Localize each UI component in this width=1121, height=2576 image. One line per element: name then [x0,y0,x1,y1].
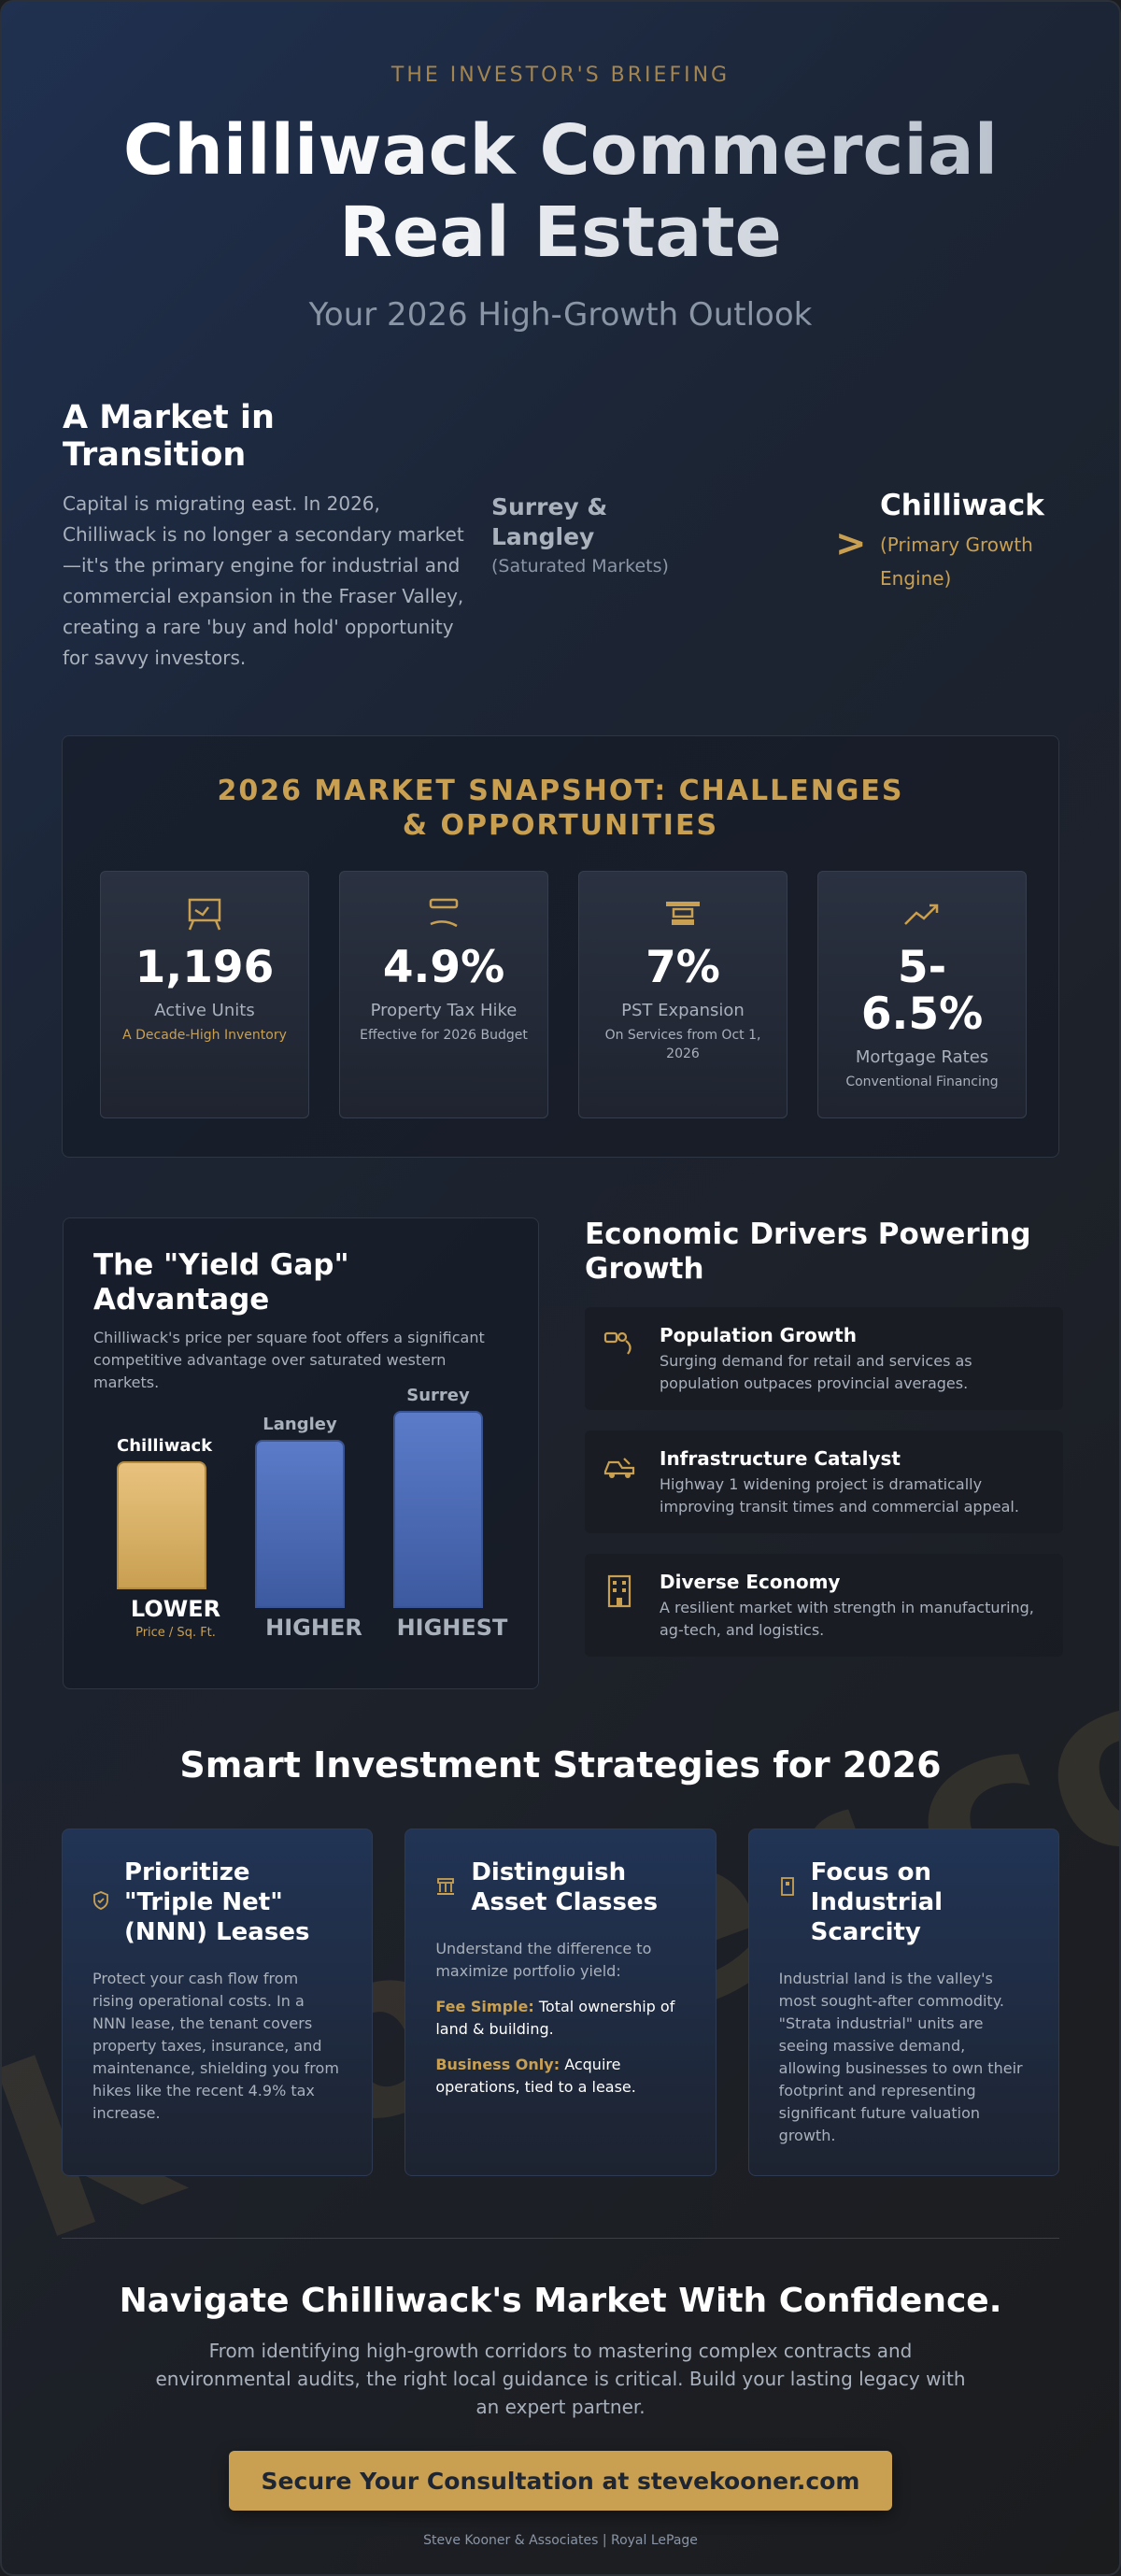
strategy-cards: Prioritize "Triple Net" (NNN) Leases Pro… [62,1829,1059,2176]
yield-and-drivers-section: The "Yield Gap" Advantage Chilliwack's p… [2,1217,1119,1703]
asset-class-fee-simple: Fee Simple: Total ownership of land & bu… [435,1998,675,2038]
market-transition-section: A Market in Transition Capital is migrat… [2,399,1119,707]
population-icon [603,1331,631,1355]
stat-sub: On Services from Oct 1, 2026 [604,1028,761,1061]
yield-bar-chart: Chilliwack Langley Surrey LOWER Price / … [64,1218,540,1690]
bar-langley: Langley [255,1415,345,1608]
driver-population: Population Growth Surging demand for ret… [585,1307,1063,1410]
bar-label: Surrey [406,1386,470,1405]
bar-label: Langley [263,1415,337,1434]
driver-desc: Surging demand for retail and services a… [660,1352,972,1392]
yield-gap-panel: The "Yield Gap" Advantage Chilliwack's p… [63,1217,539,1689]
snapshot-title: 2026 MARKET SNAPSHOT: CHALLENGES & OPPOR… [217,775,904,842]
bar-level-lower: LOWER [130,1596,221,1622]
driver-desc: A resilient market with strength in manu… [660,1599,1034,1639]
driver-name: Population Growth [660,1324,857,1346]
stat-value: 7% [646,942,720,993]
stat-label: PST Expansion [621,1001,745,1020]
truck-icon [603,1458,635,1478]
strategy-name: Focus on Industrial Scarcity [810,1858,944,1946]
arrow-right-icon: > [835,522,867,565]
driver-name: Infrastructure Catalyst [660,1447,901,1470]
market-snapshot-panel: 2026 MARKET SNAPSHOT: CHALLENGES & OPPOR… [62,735,1059,1158]
asset-class-business-only: Business Only: Acquire operations, tied … [435,2056,636,2096]
bar-level-higher: HIGHER [265,1615,362,1641]
stat-value: 1,196 [135,942,275,993]
building-icon [607,1574,631,1608]
strategy-card-nnn: Prioritize "Triple Net" (NNN) Leases Pro… [62,1829,374,2176]
to-market: Chilliwack (Primary Growth Engine) [880,489,1086,595]
strategies-title: Smart Investment Strategies for 2026 [179,1744,942,1786]
economic-drivers: Economic Drivers Powering Growth Populat… [585,1217,1063,1657]
strategy-name: Prioritize "Triple Net" (NNN) Leases [124,1858,310,1946]
stat-card-active-units: 1,196 Active Units A Decade-High Invento… [100,871,309,1118]
cta-title: Navigate Chilliwack's Market With Confid… [119,2282,1002,2320]
driver-economy: Diverse Economy A resilient market with … [585,1554,1063,1657]
cash-register-icon [666,902,700,925]
drivers-title: Economic Drivers Powering Growth [585,1217,1031,1286]
strategy-body: Industrial land is the valley's most sou… [778,1970,1023,2144]
bar-unit: Price / Sq. Ft. [135,1626,216,1640]
stat-sub: A Decade-High Inventory [122,1028,287,1043]
strategy-card-industrial: Focus on Industrial Scarcity Industrial … [747,1829,1059,2176]
driver-name: Diverse Economy [660,1571,841,1593]
from-market-desc: (Saturated Markets) [491,556,669,576]
header: THE INVESTOR'S BRIEFING Chilliwack Comme… [2,2,1119,334]
strategy-body: Protect your cash flow from rising opera… [92,1970,339,2122]
stat-sub: Conventional Financing [845,1075,999,1089]
stat-value: 5-6.5% [860,942,984,1040]
shield-icon [93,1891,108,1910]
page-subtitle: Your 2026 High-Growth Outlook [308,296,813,334]
from-market: Surrey & Langley (Saturated Markets) [491,492,678,576]
strategy-card-asset-classes: Distinguish Asset Classes Understand the… [404,1829,717,2176]
stat-sub: Effective for 2026 Budget [360,1028,528,1043]
stat-label: Property Tax Hike [370,1001,518,1020]
divider [62,2238,1059,2239]
bar-fill [393,1411,483,1608]
driver-infrastructure: Infrastructure Catalyst Highway 1 wideni… [585,1430,1063,1533]
sign-icon [188,898,221,931]
stat-value: 4.9% [382,942,505,993]
stat-card-pst: 7% PST Expansion On Services from Oct 1,… [578,871,788,1118]
transition-body: Capital is migrating east. In 2026, Chil… [63,492,464,669]
bar-fill [255,1440,345,1608]
transition-heading: A Market in Transition [63,399,275,474]
trend-up-icon [904,904,939,925]
building-columns-icon [437,1878,455,1895]
bar-label: Chilliwack [117,1436,213,1456]
stat-label: Mortgage Rates [855,1047,989,1067]
cta-body: From identifying high-growth corridors t… [155,2340,966,2418]
consultation-button[interactable]: Secure Your Consultation at stevekooner.… [229,2451,892,2511]
from-market-name: Surrey & Langley [491,493,608,550]
strategy-name: Distinguish Asset Classes [471,1858,659,1916]
stat-label: Active Units [154,1001,255,1020]
bar-level-highest: HIGHEST [396,1615,508,1641]
page-title: Chilliwack Commercial Real Estate [93,109,1028,274]
warehouse-icon [780,1877,794,1896]
yield-desc: Chilliwack's price per square foot offer… [93,1329,485,1391]
bar-surrey: Surrey [393,1386,483,1608]
bar-fill [117,1461,206,1589]
to-market-name: Chilliwack [880,489,1044,522]
stat-card-mortgage: 5-6.5% Mortgage Rates Conventional Finan… [817,871,1027,1118]
yield-title: The "Yield Gap" Advantage [93,1248,349,1316]
credit-line: Steve Kooner & Associates | Royal LePage [423,2533,698,2548]
driver-desc: Highway 1 widening project is dramatical… [660,1475,1019,1516]
strategy-body: Understand the difference to maximize po… [435,1940,652,1980]
bar-chilliwack: Chilliwack [117,1436,213,1589]
stat-card-property-tax: 4.9% Property Tax Hike Effective for 202… [339,871,548,1118]
tax-document-icon [429,898,459,928]
kicker: THE INVESTOR'S BRIEFING [390,64,731,87]
to-market-desc: (Primary Growth Engine) [880,534,1033,590]
